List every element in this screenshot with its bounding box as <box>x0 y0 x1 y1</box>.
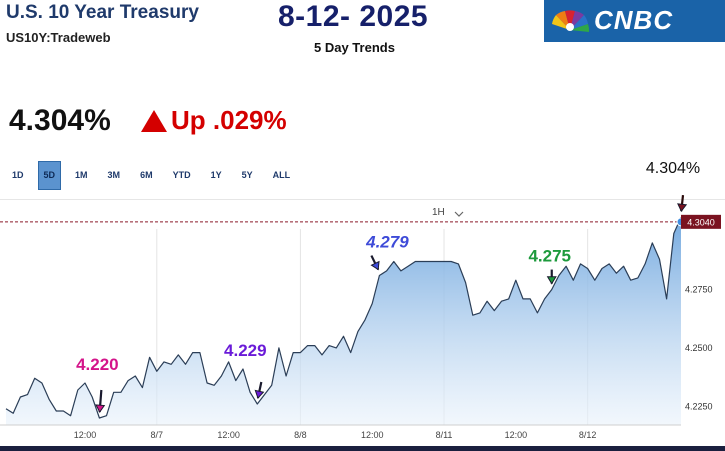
chevron-down-icon <box>454 211 464 217</box>
date-heading: 8-12- 2025 <box>278 0 429 33</box>
x-tick-label: 12:00 <box>505 430 528 440</box>
peacock-icon <box>552 10 590 32</box>
x-tick-label: 12:00 <box>361 430 384 440</box>
down-arrow-icon <box>95 404 106 413</box>
x-tick-label: 12:00 <box>217 430 240 440</box>
y-tick-label: 4.2500 <box>685 343 713 353</box>
series-line <box>5 216 682 419</box>
range-tab-all[interactable]: ALL <box>272 169 291 180</box>
x-tick-label: 8/7 <box>151 430 164 440</box>
series-area <box>6 217 681 425</box>
interval-label: 1H <box>432 207 445 218</box>
x-tick-label: 8/11 <box>436 430 453 440</box>
range-tab-ytd[interactable]: YTD <box>172 169 191 180</box>
range-tab-1d[interactable]: 1D <box>12 169 24 180</box>
annotation-label: 4.220 <box>76 355 119 374</box>
down-arrow-icon <box>546 276 557 285</box>
down-arrow-icon <box>677 203 688 213</box>
range-tab-5y[interactable]: 5Y <box>241 169 253 180</box>
x-tick-label: 8/12 <box>579 430 597 440</box>
time-range-tabs: 1D 5D 1M 3M 6M YTD 1Y 5Y ALL <box>6 160 304 190</box>
last-value-tag <box>681 214 721 229</box>
range-tab-1m[interactable]: 1M <box>75 169 88 180</box>
price-change: Up .029% <box>171 105 287 135</box>
annotation-label: 4.229 <box>224 341 267 360</box>
range-tab-6m[interactable]: 6M <box>140 169 153 180</box>
annotation-label: 4.275 <box>528 247 571 266</box>
bottom-bar <box>0 446 725 451</box>
down-arrow-icon <box>370 260 380 271</box>
range-tab-5d[interactable]: 5D <box>37 160 62 190</box>
x-tick-label: 8/8 <box>294 430 307 440</box>
brand-logo <box>544 0 725 42</box>
y-tick-label: 4.2250 <box>685 401 713 411</box>
y-tick-label: 4.2750 <box>685 285 713 295</box>
down-arrow-icon <box>254 389 265 399</box>
current-price: 4.304% <box>9 104 111 137</box>
chart-title: U.S. 10 Year Treasury <box>6 2 199 23</box>
last-value-label: 4.3040 <box>687 217 715 227</box>
symbol-label: US10Y:Tradeweb <box>6 30 111 45</box>
x-tick-label: 12:00 <box>74 430 97 440</box>
annotation-label: 4.279 <box>365 233 409 252</box>
divider <box>0 199 725 200</box>
annotation-label: 4.304% <box>646 160 700 177</box>
up-triangle-icon <box>141 110 167 132</box>
subtitle: 5 Day Trends <box>314 40 395 55</box>
range-tab-3m[interactable]: 3M <box>107 169 121 180</box>
range-tab-1y[interactable]: 1Y <box>210 169 222 180</box>
brand-logo-text: CNBC <box>594 5 674 35</box>
